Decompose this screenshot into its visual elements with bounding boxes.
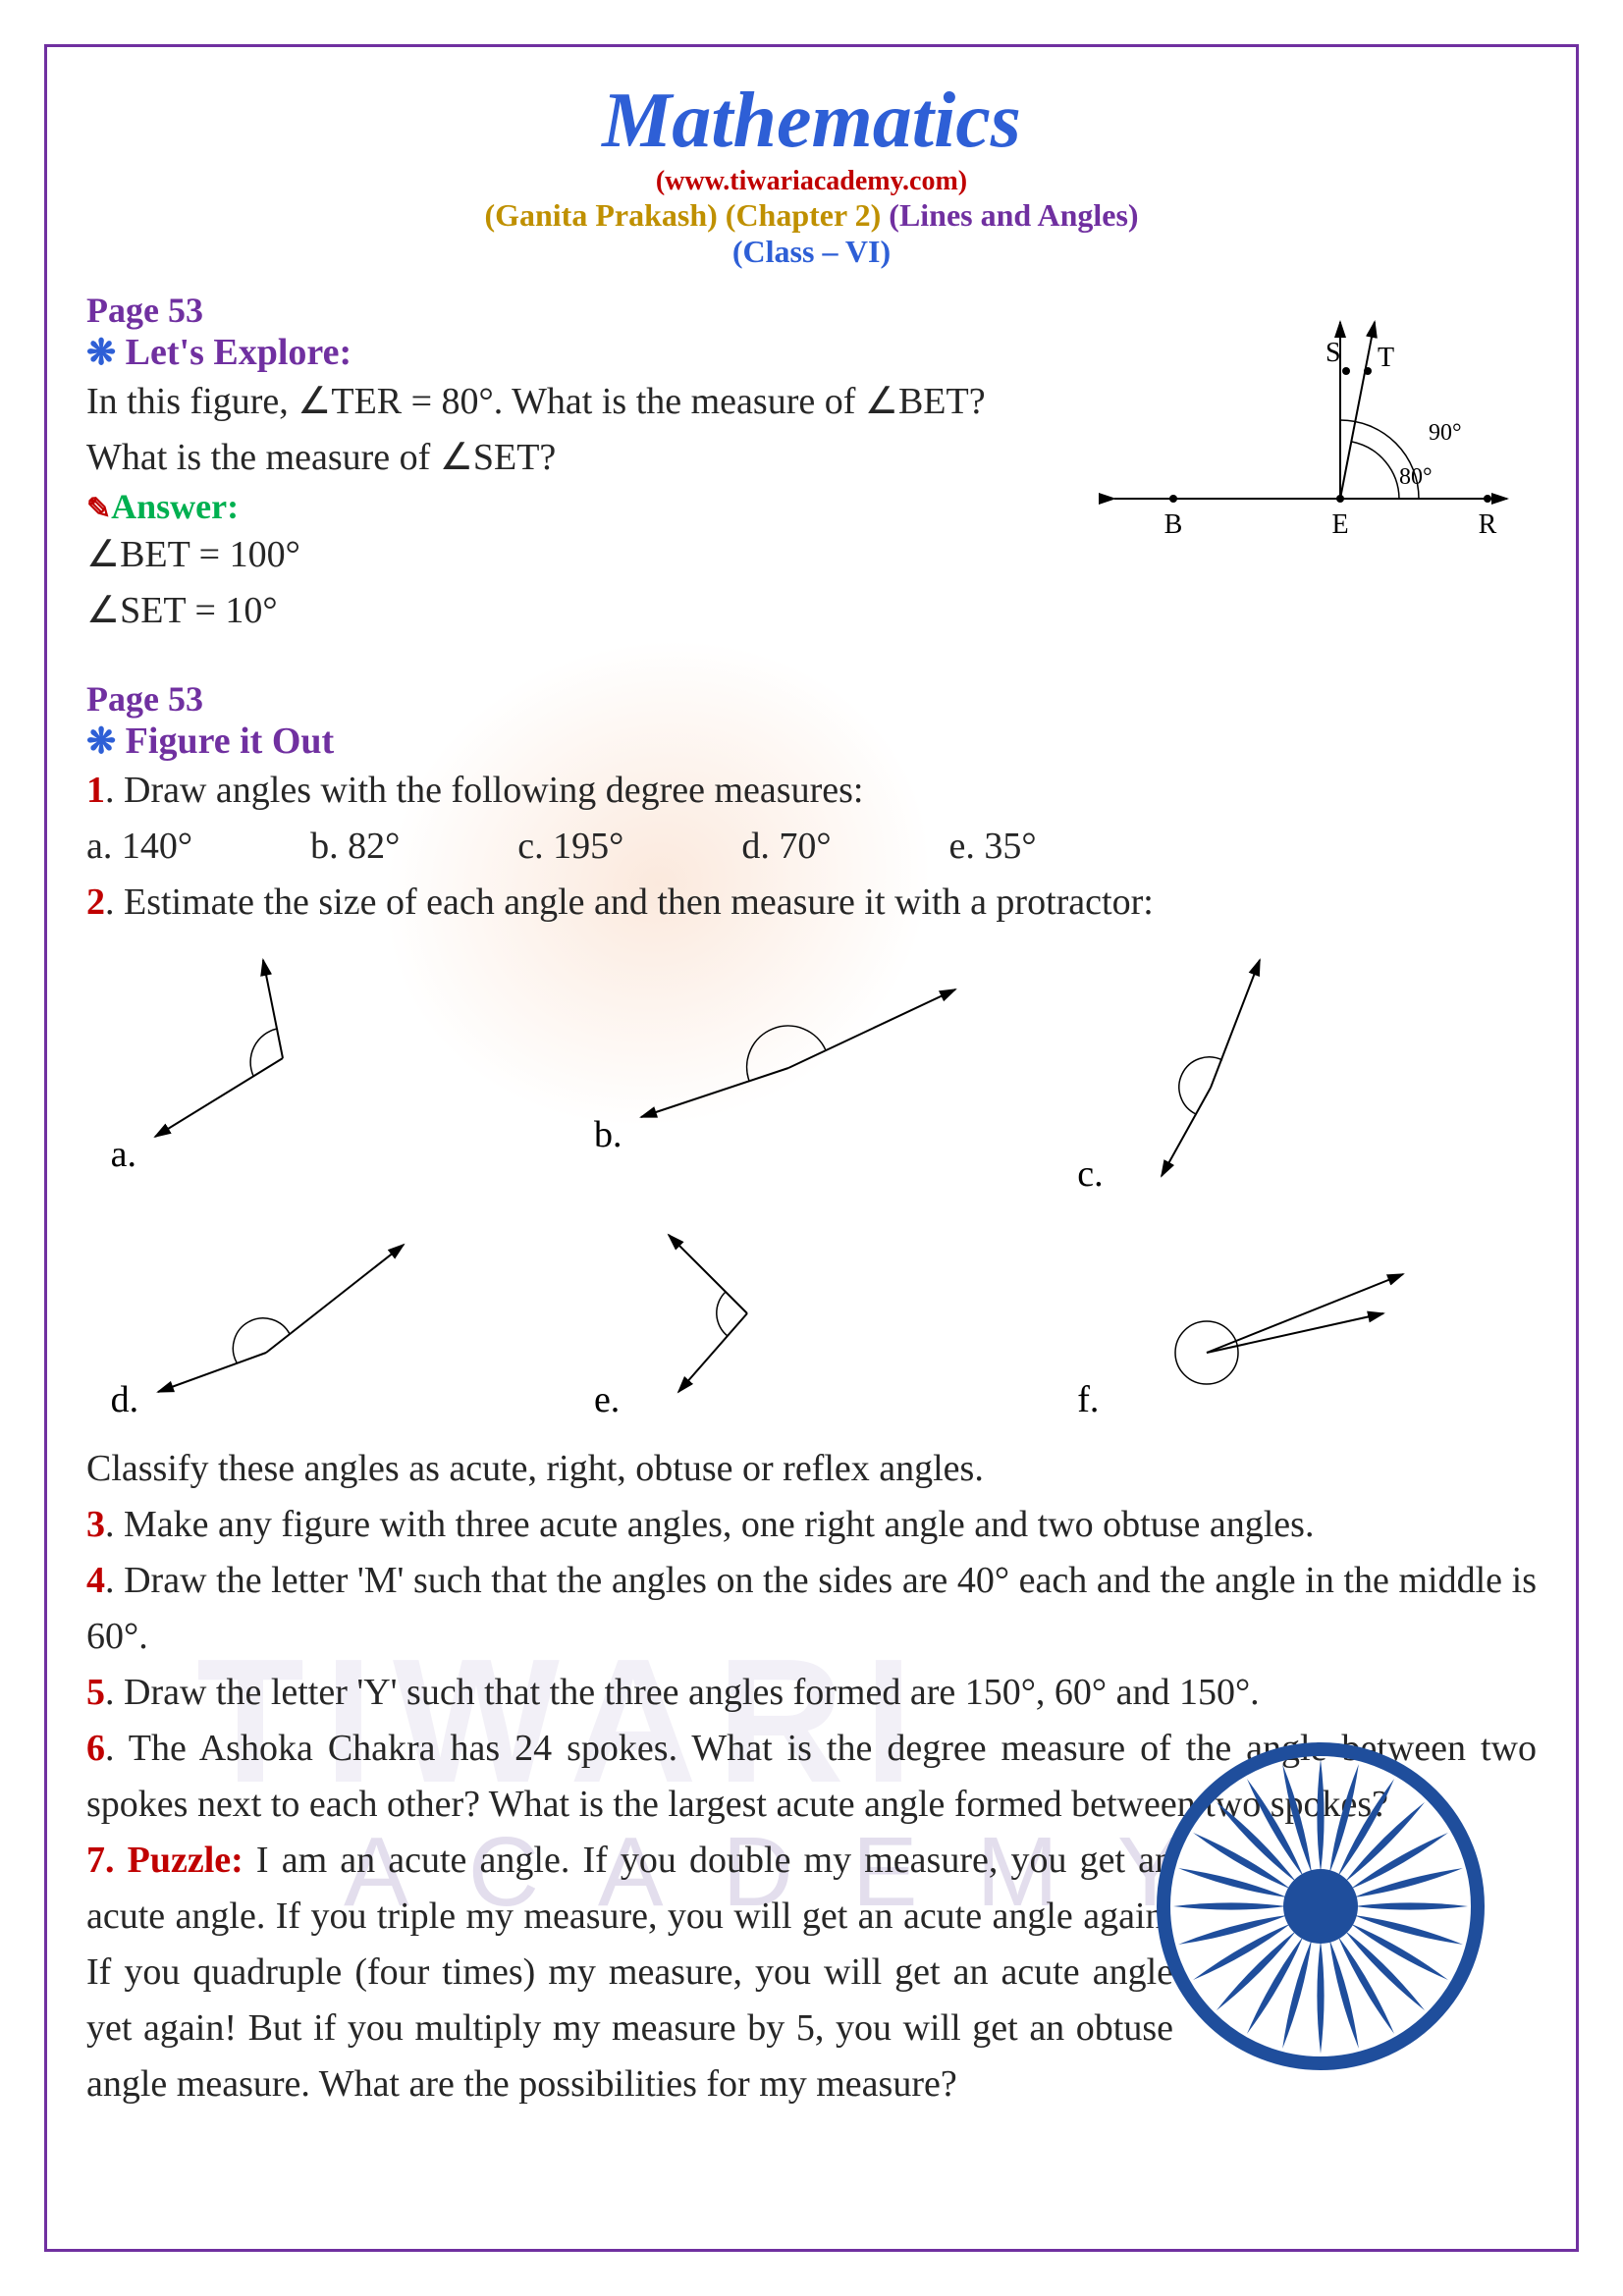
question-5: 5. Draw the letter 'Y' such that the thr… — [86, 1665, 1537, 1721]
q7-number: 7 — [86, 1840, 105, 1881]
angle-fig-a: a. — [111, 950, 546, 1196]
svg-text:B: B — [1164, 509, 1183, 540]
q7-text: I am an acute angle. If you double my me… — [86, 1840, 1173, 2105]
svg-text:80°: 80° — [1399, 464, 1433, 490]
q6-number: 6 — [86, 1728, 105, 1769]
q1-number: 1 — [86, 770, 105, 811]
q7-puzzle-label: . Puzzle: — [105, 1840, 243, 1881]
q1-opt-e: e. 35° — [949, 819, 1037, 875]
q1-opt-a: a. 140° — [86, 819, 192, 875]
question-1: 1. Draw angles with the following degree… — [86, 763, 1537, 819]
angle-fig-c: c. — [1077, 950, 1512, 1196]
fig-label-c: c. — [1077, 1153, 1103, 1195]
chapter-name: (Chapter 2) — [726, 197, 882, 233]
fig-label-b: b. — [594, 1114, 622, 1155]
q1-opt-b: b. 82° — [310, 819, 400, 875]
svg-text:S: S — [1325, 338, 1341, 368]
q5-text: . Draw the letter 'Y' such that the thre… — [105, 1672, 1260, 1713]
q1-options: a. 140° b. 82° c. 195° d. 70° e. 35° — [86, 819, 1537, 875]
q3-number: 3 — [86, 1504, 105, 1545]
section-figure-header: ❋ Figure it Out — [86, 720, 1537, 763]
angle-fig-b: b. — [594, 950, 1029, 1196]
q2-classify: Classify these angles as acute, right, o… — [86, 1441, 1537, 1497]
fig-label-f: f. — [1077, 1379, 1099, 1420]
sun-icon: ❋ — [86, 333, 116, 372]
angle-fig-d: d. — [111, 1215, 546, 1421]
subtitle: (Ganita Prakash) (Chapter 2) (Lines and … — [86, 197, 1537, 234]
explore-label: Let's Explore: — [126, 332, 352, 373]
q1-opt-c: c. 195° — [517, 819, 623, 875]
svg-text:R: R — [1479, 509, 1497, 540]
q2-number: 2 — [86, 881, 105, 923]
angle-diagram: B E R S T 90° 80° — [1105, 312, 1517, 548]
angle-fig-f: f. — [1077, 1215, 1512, 1421]
angle-fig-e: e. — [594, 1215, 1029, 1421]
book-name: (Ganita Prakash) — [484, 197, 717, 233]
q4-number: 4 — [86, 1560, 105, 1601]
fig-label-a: a. — [111, 1134, 136, 1175]
question-4: 4. Draw the letter 'M' such that the ang… — [86, 1553, 1537, 1665]
ashoka-chakra-icon — [1154, 1739, 1488, 2073]
q2-text: . Estimate the size of each angle and th… — [105, 881, 1154, 923]
figure-it-out-label: Figure it Out — [126, 721, 335, 762]
q5-number: 5 — [86, 1672, 105, 1713]
answer-line-2: ∠SET = 10° — [86, 583, 1537, 639]
pencil-icon: ✎ — [86, 493, 111, 525]
topic-name: (Lines and Angles) — [889, 197, 1138, 233]
question-3: 3. Make any figure with three acute angl… — [86, 1497, 1537, 1553]
svg-text:T: T — [1378, 343, 1394, 373]
page-title: Mathematics — [86, 77, 1537, 166]
svg-text:90°: 90° — [1429, 420, 1462, 446]
fig-label-d: d. — [111, 1379, 139, 1420]
svg-text:E: E — [1331, 509, 1348, 540]
question-2: 2. Estimate the size of each angle and t… — [86, 875, 1537, 931]
sun-icon: ❋ — [86, 721, 116, 761]
angle-figures-row-1: a. b. c. — [86, 950, 1537, 1196]
q1-opt-d: d. 70° — [741, 819, 831, 875]
angle-figures-row-2: d. e. f. — [86, 1215, 1537, 1421]
q1-text: . Draw angles with the following degree … — [105, 770, 863, 811]
page-ref-2: Page 53 — [86, 678, 1537, 720]
answer-label: Answer: — [111, 487, 239, 526]
website-url: (www.tiwariacademy.com) — [86, 166, 1537, 197]
q3-text: . Make any figure with three acute angle… — [105, 1504, 1314, 1545]
q4-text: . Draw the letter 'M' such that the angl… — [86, 1560, 1537, 1657]
class-label: (Class – VI) — [86, 234, 1537, 270]
fig-label-e: e. — [594, 1379, 620, 1420]
